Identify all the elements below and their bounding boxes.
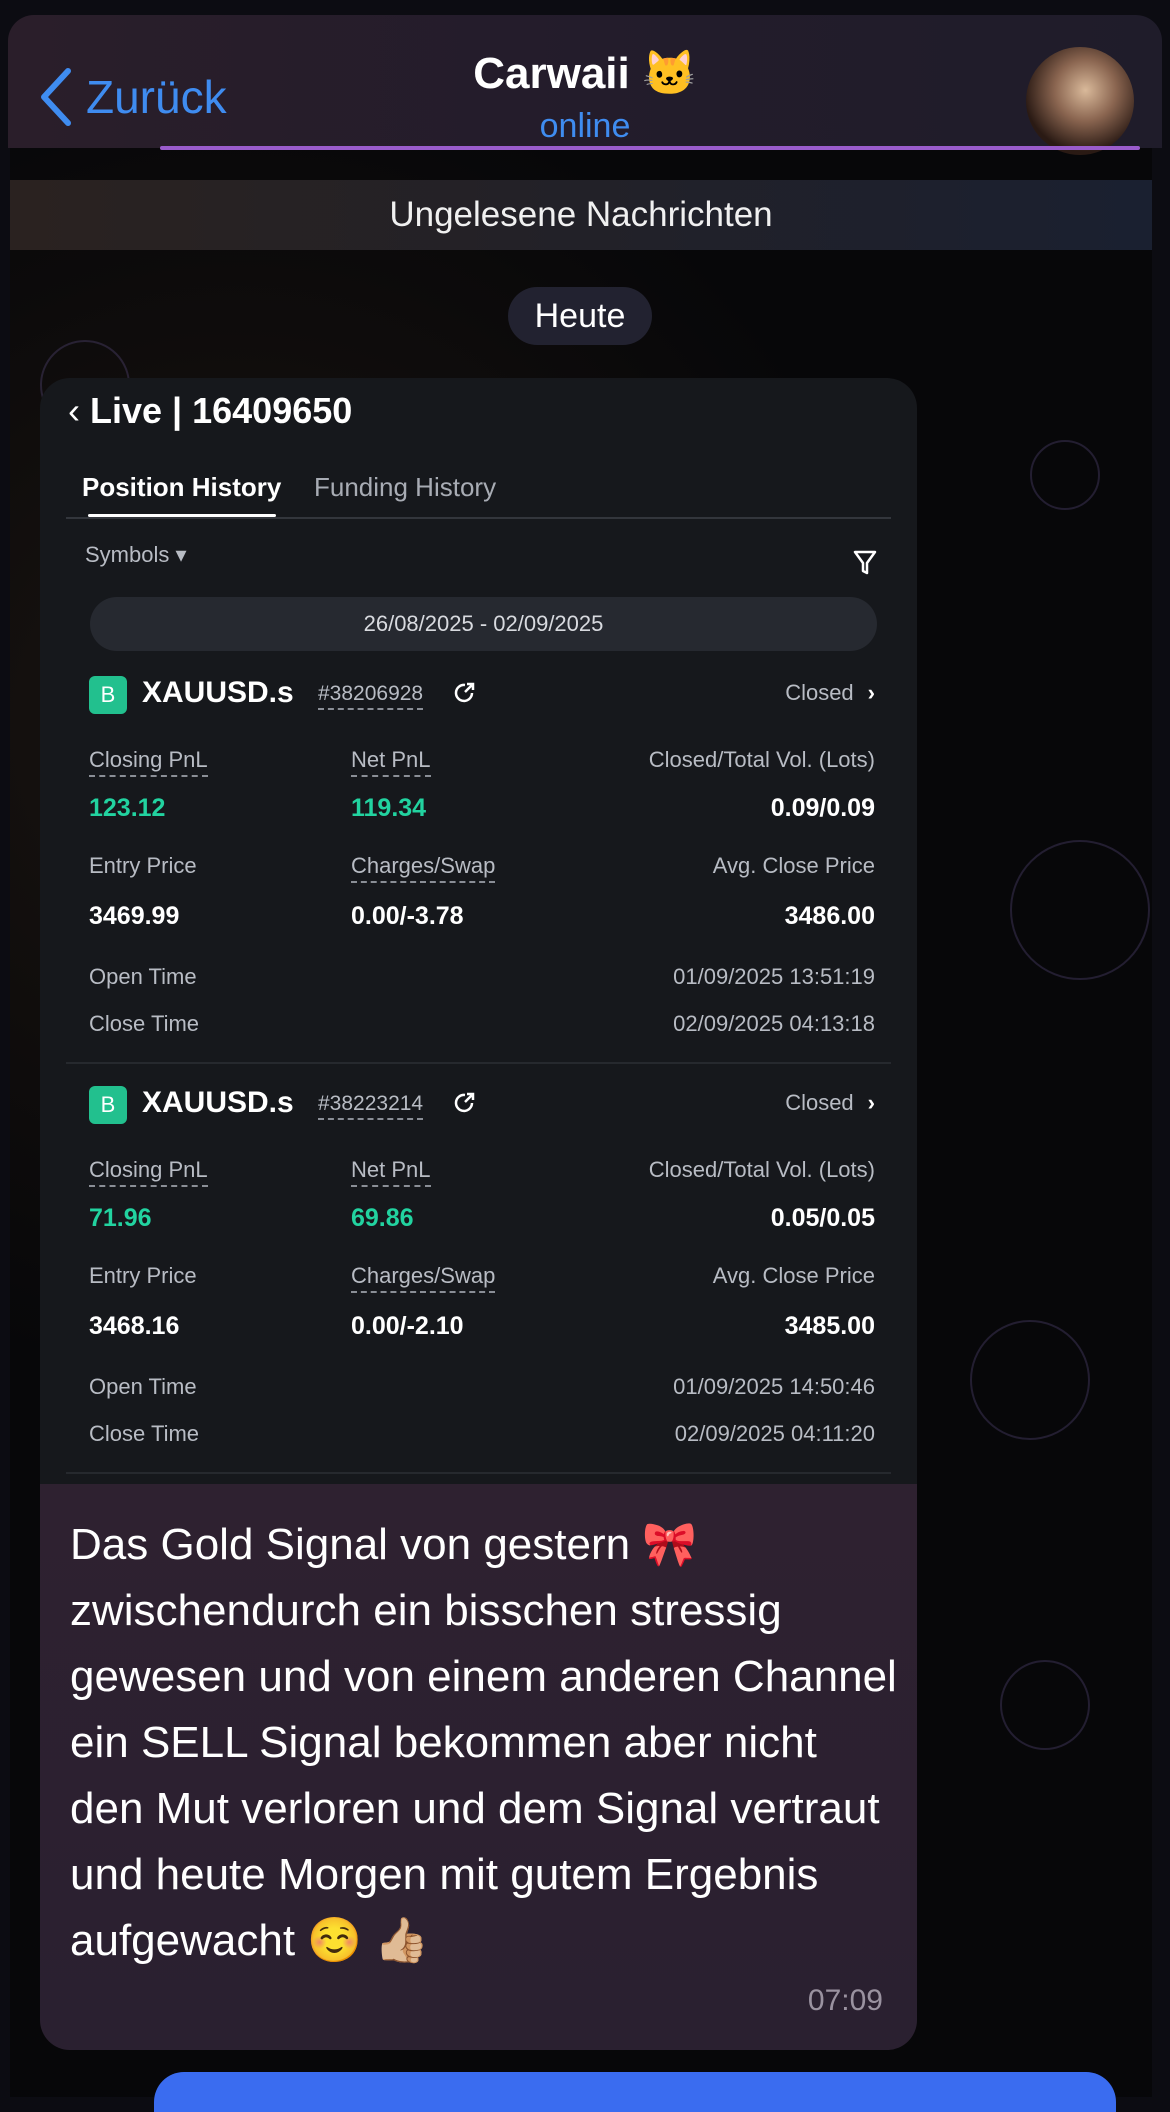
open-time-value: 01/09/2025 13:51:19 — [673, 964, 875, 989]
account-title: Live | 16409650 — [90, 390, 353, 431]
position-item[interactable]: B XAUUSD.s #38223214 Closed › Closing PnL… — [40, 788, 917, 1474]
active-tab-indicator — [88, 514, 276, 517]
net-pnl-label: Net PnL — [351, 1157, 431, 1187]
net-pnl-value: 69.86 — [351, 1204, 414, 1232]
filter-icon[interactable] — [853, 550, 877, 576]
position-status[interactable]: Closed › — [785, 1090, 875, 1116]
chat-header: Zurück Carwaii 🐱 online — [8, 15, 1162, 155]
volume-label: Closed/Total Vol. (Lots) — [648, 1157, 875, 1182]
open-time-label: Open Time — [89, 1374, 197, 1399]
ticket-number[interactable]: #38206928 — [318, 682, 424, 710]
entry-price-value: 3469.99 — [89, 902, 180, 930]
charges-label: Charges/Swap — [351, 1263, 496, 1293]
online-status: online — [539, 107, 631, 145]
status-label: Closed — [785, 680, 854, 705]
entry-price-label: Entry Price — [89, 853, 197, 878]
volume-value: 0.09/0.09 — [770, 794, 875, 822]
close-time-label: Close Time — [89, 1421, 200, 1446]
close-time-value: 02/09/2025 04:13:18 — [673, 1011, 875, 1036]
closing-pnl-value: 123.12 — [89, 794, 166, 822]
chevron-right-icon: › — [867, 1090, 875, 1115]
net-pnl-value: 119.34 — [351, 794, 427, 822]
item-divider — [66, 1472, 891, 1474]
closing-pnl-label: Closing PnL — [89, 747, 208, 777]
charges-value: 0.00/-3.78 — [351, 902, 464, 930]
buy-badge: B — [89, 1086, 127, 1124]
tab-funding-history[interactable]: Funding History — [314, 472, 497, 502]
entry-price-value: 3468.16 — [89, 1312, 180, 1340]
screenshot-image[interactable]: ‹ Live | 16409650 Position History Fundi… — [40, 378, 917, 1484]
position-item[interactable]: B XAUUSD.s #38206928 Closed › Closing PnL… — [40, 378, 917, 1064]
chevron-left-icon — [41, 68, 71, 126]
back-button[interactable]: Zurück — [38, 67, 227, 127]
closing-pnl-value: 71.96 — [89, 1204, 152, 1232]
pinned-divider — [160, 146, 1140, 150]
position-status[interactable]: Closed › — [785, 680, 875, 706]
message-bubble: Das Gold Signal von gestern 🎀 zwischendu… — [40, 1484, 917, 2050]
tab-position-history[interactable]: Position History — [82, 472, 282, 502]
tab-divider — [66, 517, 891, 519]
status-label: Closed — [785, 1090, 854, 1115]
volume-value: 0.05/0.05 — [770, 1204, 875, 1232]
avg-close-value: 3485.00 — [784, 1312, 875, 1340]
avg-close-label: Avg. Close Price — [712, 853, 875, 878]
net-pnl-label: Net PnL — [351, 747, 431, 777]
message-text: Das Gold Signal von gestern 🎀 zwischendu… — [70, 1520, 897, 1965]
charges-label: Charges/Swap — [351, 853, 496, 883]
chevron-right-icon: › — [867, 680, 875, 705]
share-icon[interactable] — [452, 680, 478, 706]
open-time-label: Open Time — [89, 964, 197, 989]
chevron-left-icon: ‹ — [68, 390, 80, 431]
date-range-picker[interactable]: 26/08/2025 - 02/09/2025 — [90, 597, 877, 651]
message-time: 07:09 — [807, 1984, 883, 2017]
item-divider — [66, 1062, 891, 1064]
symbols-dropdown[interactable]: Symbols ▾ — [85, 542, 187, 567]
buy-badge: B — [89, 676, 127, 714]
close-time-label: Close Time — [89, 1011, 200, 1036]
share-icon[interactable] — [452, 1090, 478, 1116]
closing-pnl-label: Closing PnL — [89, 1157, 208, 1187]
chat-title[interactable]: Carwaii 🐱 — [473, 49, 697, 98]
symbol: XAUUSD.s — [142, 676, 294, 709]
back-label: Zurück — [86, 71, 227, 123]
ticket-number[interactable]: #38223214 — [318, 1092, 424, 1120]
open-time-value: 01/09/2025 14:50:46 — [673, 1374, 875, 1399]
avg-close-label: Avg. Close Price — [712, 1263, 875, 1288]
unread-messages-banner: Ungelesene Nachrichten — [10, 180, 1152, 250]
avg-close-value: 3486.00 — [784, 902, 875, 930]
entry-price-label: Entry Price — [89, 1263, 197, 1288]
symbol: XAUUSD.s — [142, 1086, 294, 1119]
close-time-value: 02/09/2025 04:11:20 — [674, 1421, 875, 1446]
next-message-bubble — [154, 2072, 1116, 2112]
avatar[interactable] — [1026, 47, 1134, 155]
charges-value: 0.00/-2.10 — [351, 1312, 464, 1340]
volume-label: Closed/Total Vol. (Lots) — [648, 747, 875, 772]
date-pill: Heute — [508, 287, 652, 345]
